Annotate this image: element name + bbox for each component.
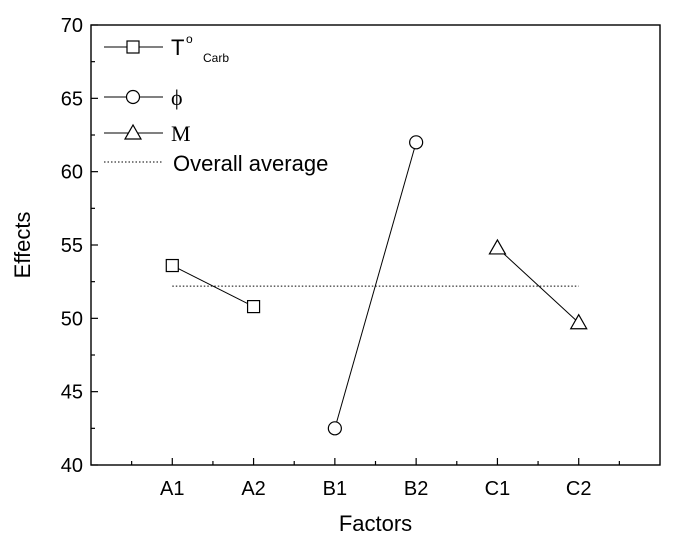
axes: 40 45 50 55 60 65 70 A1 A2 B1 B2 C1 C2 [61,15,661,500]
triangle-marker [123,123,143,140]
triangle-marker [488,238,507,255]
y-tick-label: 45 [61,382,83,404]
series-circle [327,135,424,436]
x-tick-label: B2 [404,478,428,500]
y-tick-label: 55 [61,235,83,257]
circle-marker [125,89,141,105]
series-line [497,247,580,324]
legend-label: Overall average [173,151,328,176]
x-tick-label: B1 [323,478,347,500]
legend-label: ϕ [171,85,183,110]
square-marker [246,300,261,314]
series-line [334,142,417,429]
triangle-marker [569,313,588,330]
series-line [172,265,254,308]
x-tick-label: A1 [160,478,184,500]
y-tick-label: 50 [61,308,83,330]
x-axis-title: Factors [339,511,412,536]
x-tick-label: C2 [566,478,592,500]
legend-label-subscript: Carb [203,51,229,65]
y-tick-label: 65 [61,88,83,110]
y-tick-label: 40 [61,455,83,477]
circle-marker [327,421,342,436]
legend-label: T [171,35,184,60]
x-tick-label: C1 [485,478,511,500]
legend-label-main: T [171,35,184,60]
series-layer [165,135,588,436]
circle-marker [409,135,424,150]
legend-label-superscript: o [186,32,193,46]
square-marker [165,258,179,273]
series-square [165,258,261,314]
y-axis-title: Effects [10,212,35,279]
x-tick-label: A2 [241,478,265,500]
y-tick-label: 60 [61,162,83,184]
series-triangle [488,238,588,330]
y-tick-label: 70 [61,15,83,37]
legend-label: M [171,121,191,146]
square-marker [126,40,140,54]
